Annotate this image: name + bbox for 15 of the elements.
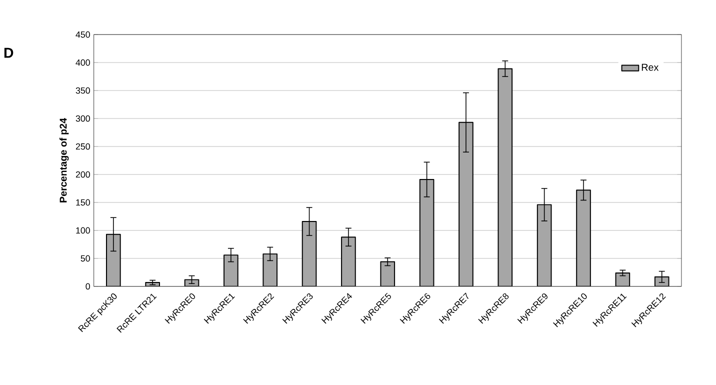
y-tick-label: 0: [86, 283, 90, 290]
y-tick-label: 50: [80, 255, 90, 262]
y-axis-title: Percentage of p24: [59, 118, 69, 202]
y-tick-label: 400: [76, 59, 90, 66]
text: D: [4, 48, 14, 58]
y-tick-label: 150: [76, 199, 90, 206]
y-tick-label: 100: [76, 227, 90, 234]
bar: [654, 276, 670, 286]
y-tick-label: 300: [76, 115, 90, 122]
legend-label: Rex: [642, 64, 659, 71]
y-tick-label: 450: [76, 31, 90, 38]
y-tick-label: 250: [76, 143, 90, 150]
y-tick-label: 200: [76, 171, 90, 178]
bar: [380, 261, 396, 286]
y-tick-label: 350: [76, 87, 90, 94]
